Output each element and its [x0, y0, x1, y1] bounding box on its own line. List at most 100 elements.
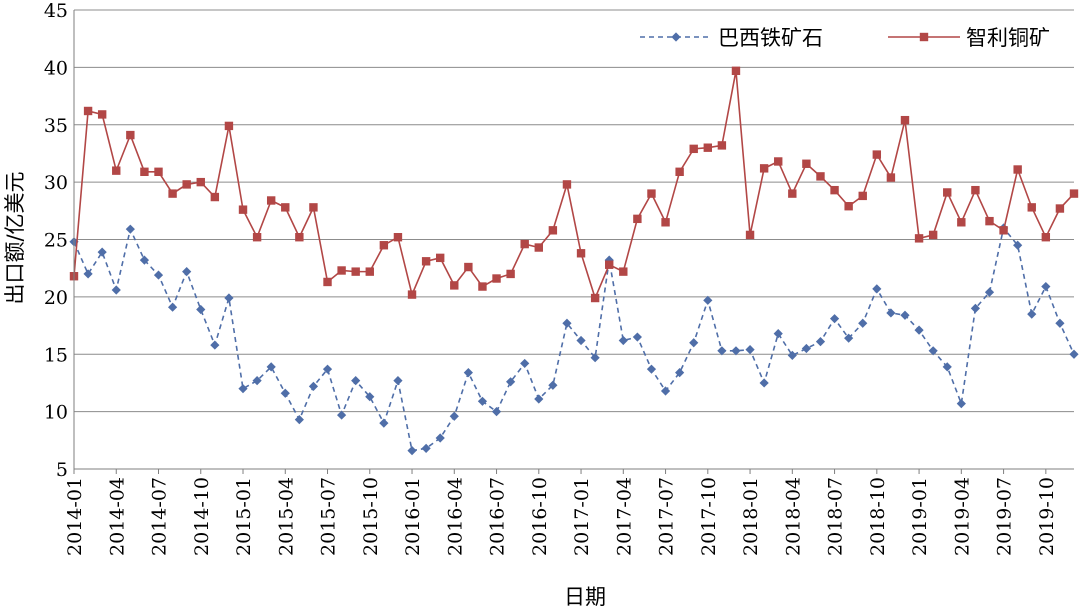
- data-point: [323, 277, 332, 287]
- data-point: [450, 281, 459, 290]
- data-point: [858, 318, 868, 328]
- x-tick-label: 2014-07: [149, 477, 171, 556]
- data-point: [337, 410, 347, 420]
- data-point: [717, 141, 727, 150]
- x-tick-label: 2019-07: [994, 477, 1016, 556]
- data-point: [167, 302, 178, 312]
- x-tick-label: 2016-10: [529, 477, 551, 556]
- data-point: [97, 247, 107, 257]
- data-point: [464, 262, 473, 272]
- data-point: [1041, 233, 1051, 242]
- data-point: [252, 233, 262, 242]
- data-point: [660, 386, 671, 396]
- data-point: [351, 267, 360, 276]
- series-1: [69, 223, 1079, 456]
- data-point: [844, 202, 853, 211]
- data-point: [802, 159, 811, 168]
- x-tick-label: 2016-01: [402, 477, 424, 556]
- data-point: [1013, 240, 1023, 250]
- data-point: [745, 230, 755, 240]
- data-point: [605, 260, 614, 269]
- data-point: [252, 376, 262, 386]
- data-point: [295, 233, 304, 242]
- data-point: [308, 381, 319, 391]
- data-point: [886, 173, 896, 182]
- data-point: [266, 196, 276, 205]
- data-point: [477, 396, 488, 406]
- x-tick-label: 2015-10: [360, 477, 382, 556]
- x-tick-label: 2018-07: [825, 477, 847, 556]
- data-point: [1027, 309, 1037, 319]
- y-tick-label: 45: [44, 0, 68, 22]
- x-tick-label: 2017-01: [571, 477, 593, 556]
- data-point: [872, 284, 882, 294]
- x-tick-labels: 2014-01 2014-04 2014-07 2014-10 2015-01 2015-…: [64, 477, 1058, 556]
- data-point: [491, 407, 502, 417]
- data-point: [520, 358, 530, 369]
- data-point: [646, 364, 657, 374]
- data-point: [337, 266, 346, 275]
- data-point: [943, 188, 952, 197]
- data-point: [1027, 203, 1036, 212]
- data-point: [985, 216, 994, 226]
- legend-label: 巴西铁矿石: [718, 26, 823, 50]
- data-point: [407, 446, 417, 456]
- data-point: [971, 185, 980, 195]
- data-point: [449, 411, 459, 421]
- data-point: [534, 243, 543, 252]
- data-point: [309, 203, 318, 212]
- data-point: [703, 143, 713, 152]
- data-point: [281, 203, 290, 212]
- data-point: [774, 157, 783, 166]
- data-point: [266, 362, 276, 372]
- data-point: [689, 144, 698, 154]
- data-point: [351, 376, 361, 386]
- data-point: [815, 337, 826, 347]
- data-point: [126, 130, 135, 140]
- y-tick-label: 10: [44, 402, 68, 424]
- x-tick-label: 2015-01: [233, 477, 255, 556]
- data-point: [604, 255, 614, 265]
- data-point: [548, 380, 558, 390]
- x-tick-label: 2015-04: [275, 477, 297, 556]
- data-point: [703, 295, 713, 305]
- legend: 巴西铁矿石 智利铜矿: [640, 26, 1050, 50]
- data-point: [576, 335, 586, 346]
- data-point: [928, 346, 938, 356]
- data-point: [139, 255, 150, 265]
- data-point: [393, 233, 403, 242]
- x-tick-label: 2019-01: [909, 477, 931, 556]
- data-point: [435, 433, 445, 443]
- x-tick-label: 2017-07: [656, 477, 678, 556]
- data-point: [224, 293, 234, 303]
- data-point: [1069, 349, 1079, 359]
- data-point: [379, 241, 389, 250]
- y-tick-label: 5: [56, 459, 68, 481]
- data-point: [590, 353, 600, 363]
- data-point: [844, 333, 854, 343]
- data-point: [576, 249, 586, 258]
- data-point: [900, 310, 910, 320]
- series-layer: [69, 66, 1079, 456]
- series-line: [73, 70, 1075, 301]
- data-point: [562, 318, 572, 328]
- gridlines: [74, 9, 1074, 470]
- data-point: [914, 234, 924, 243]
- data-point: [435, 253, 445, 263]
- y-tick-labels: 5 10 15 20 25 30 35 40 45: [44, 0, 68, 481]
- legend-marker: [919, 32, 929, 42]
- x-tick-label: 2017-10: [698, 477, 720, 556]
- data-point: [393, 376, 403, 386]
- legend-item: 智利铜矿: [888, 26, 1050, 50]
- data-point: [478, 282, 487, 291]
- data-point: [801, 343, 811, 354]
- data-point: [182, 267, 192, 277]
- data-point: [787, 350, 797, 360]
- data-point: [689, 338, 699, 348]
- data-point: [196, 304, 206, 315]
- x-tick-label: 2014-04: [106, 477, 128, 556]
- data-point: [618, 335, 628, 346]
- data-point: [111, 285, 121, 295]
- data-point: [1055, 318, 1065, 328]
